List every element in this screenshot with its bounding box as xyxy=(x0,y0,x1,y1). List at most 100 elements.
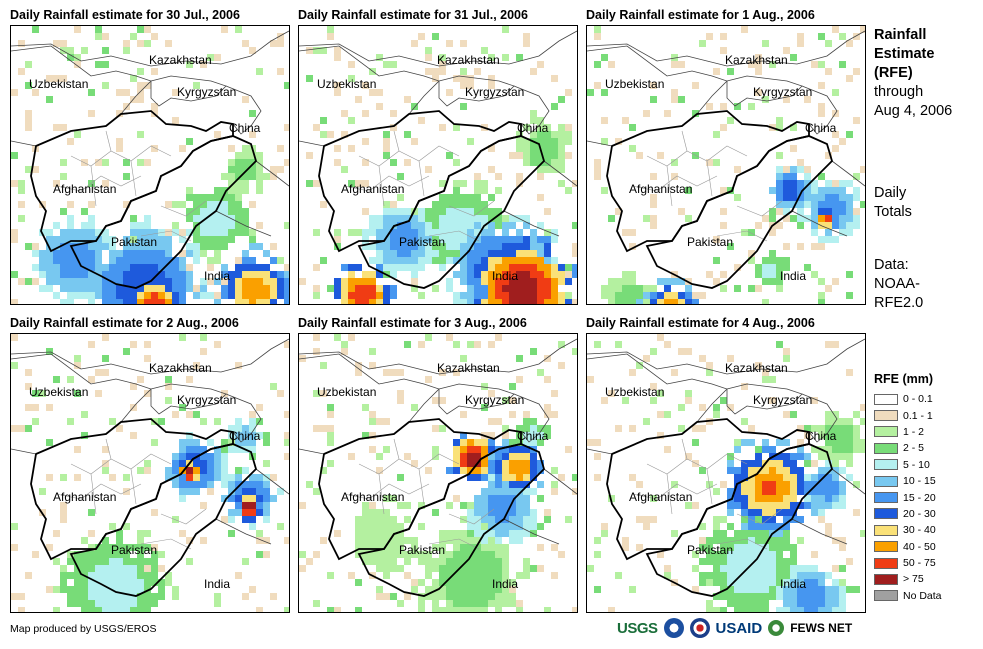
rfe-title: Rainfall Estimate (RFE) through Aug 4, 2… xyxy=(874,26,952,121)
country-label-pakistan: Pakistan xyxy=(111,543,157,557)
province-boundaries xyxy=(631,130,783,242)
legend-item: 15 - 20 xyxy=(874,489,942,505)
country-label-kazakhstan: Kazakhstan xyxy=(437,361,500,375)
legend-label: 20 - 30 xyxy=(903,507,936,520)
rainfall-raster xyxy=(11,26,289,304)
legend-item: 2 - 5 xyxy=(874,440,942,456)
focus-country-outline xyxy=(30,110,258,289)
country-label-pakistan: Pakistan xyxy=(399,543,445,557)
legend-swatch xyxy=(874,557,898,569)
through-date: Aug 4, 2006 xyxy=(874,103,953,119)
legend-item: No Data xyxy=(874,588,942,604)
panel-title: Daily Rainfall estimate for 3 Aug., 2006 xyxy=(298,316,527,330)
legend-label: 5 - 10 xyxy=(903,458,930,471)
legend-label: 1 - 2 xyxy=(903,425,925,438)
legend-item: > 75 xyxy=(874,571,942,587)
usaid-logo: USAID xyxy=(715,619,763,637)
legend-swatch xyxy=(874,590,898,602)
data-line2: NOAA- xyxy=(874,276,920,292)
province-boundaries xyxy=(343,130,495,242)
data-line1: Data: xyxy=(874,257,909,273)
focus-country-outline xyxy=(606,418,834,597)
country-label-china: China xyxy=(805,121,837,135)
usgs-logo: USGS xyxy=(617,619,658,637)
rainfall-raster xyxy=(11,334,289,612)
legend-item: 0 - 0.1 xyxy=(874,391,942,407)
panel-title: Daily Rainfall estimate for 4 Aug., 2006 xyxy=(586,316,815,330)
country-label-kyrgyzstan: Kyrgyzstan xyxy=(753,393,812,407)
legend-item: 10 - 15 xyxy=(874,473,942,489)
country-label-pakistan: Pakistan xyxy=(111,235,157,249)
legend-item: 0.1 - 1 xyxy=(874,407,942,423)
country-label-uzbekistan: Uzbekistan xyxy=(317,77,376,91)
country-label-india: India xyxy=(780,269,806,283)
country-label-pakistan: Pakistan xyxy=(687,235,733,249)
legend-label: 10 - 15 xyxy=(903,475,936,488)
country-label-kyrgyzstan: Kyrgyzstan xyxy=(753,85,812,99)
rainfall-raster xyxy=(299,334,577,612)
country-label-india: India xyxy=(492,577,518,591)
legend-swatch xyxy=(874,410,898,422)
panel-title: Daily Rainfall estimate for 1 Aug., 2006 xyxy=(586,8,815,22)
legend-swatch xyxy=(874,541,898,553)
country-label-kyrgyzstan: Kyrgyzstan xyxy=(465,85,524,99)
country-label-kazakhstan: Kazakhstan xyxy=(725,361,788,375)
legend-label: 50 - 75 xyxy=(903,557,936,570)
country-label-kazakhstan: Kazakhstan xyxy=(149,361,212,375)
legend-item: 50 - 75 xyxy=(874,555,942,571)
rainfall-map: Kazakhstan Uzbekistan Kyrgyzstan China Afgha… xyxy=(298,333,578,613)
country-label-uzbekistan: Uzbekistan xyxy=(29,77,88,91)
daily-totals: Daily Totals xyxy=(874,184,912,222)
title-line3: (RFE) xyxy=(874,65,913,81)
country-label-afghanistan: Afghanistan xyxy=(629,490,692,504)
legend-swatch xyxy=(874,426,898,438)
country-label-china: China xyxy=(517,121,549,135)
country-label-kyrgyzstan: Kyrgyzstan xyxy=(177,85,236,99)
noaa-logo-icon xyxy=(663,618,684,638)
province-boundaries xyxy=(631,438,783,550)
focus-country-outline xyxy=(30,418,258,597)
country-label-pakistan: Pakistan xyxy=(399,235,445,249)
legend-item: 40 - 50 xyxy=(874,539,942,555)
legend-label: 2 - 5 xyxy=(903,442,925,455)
country-label-kazakhstan: Kazakhstan xyxy=(725,53,788,67)
logo-strip: USGS USAID FEWS NET xyxy=(617,618,852,638)
through-text: through xyxy=(874,84,924,100)
country-label-pakistan: Pakistan xyxy=(687,543,733,557)
legend-item: 1 - 2 xyxy=(874,424,942,440)
focus-country-outline xyxy=(606,110,834,289)
country-label-china: China xyxy=(517,429,549,443)
country-label-afghanistan: Afghanistan xyxy=(341,490,404,504)
data-source: Data: NOAA- RFE2.0 xyxy=(874,256,923,313)
title-line2: Estimate xyxy=(874,46,935,62)
country-label-kyrgyzstan: Kyrgyzstan xyxy=(177,393,236,407)
country-boundaries xyxy=(299,338,577,545)
legend-swatch xyxy=(874,393,898,405)
focus-country-outline xyxy=(318,418,546,597)
rainfall-map-panel: Daily Rainfall estimate for 4 Aug., 2006… xyxy=(586,316,876,616)
country-label-china: China xyxy=(229,429,261,443)
country-label-uzbekistan: Uzbekistan xyxy=(317,385,376,399)
legend-label: No Data xyxy=(903,589,942,602)
fews-globe-icon xyxy=(768,620,785,636)
legend-swatch xyxy=(874,442,898,454)
country-label-kazakhstan: Kazakhstan xyxy=(437,53,500,67)
rainfall-map-panel: Daily Rainfall estimate for 31 Jul., 200… xyxy=(298,8,588,308)
panel-title: Daily Rainfall estimate for 31 Jul., 200… xyxy=(298,8,528,22)
legend-swatch xyxy=(874,524,898,536)
legend-item: 5 - 10 xyxy=(874,457,942,473)
legend-item: 30 - 40 xyxy=(874,522,942,538)
country-label-kazakhstan: Kazakhstan xyxy=(149,53,212,67)
legend-swatch xyxy=(874,508,898,520)
country-label-afghanistan: Afghanistan xyxy=(53,490,116,504)
legend-item: 20 - 30 xyxy=(874,506,942,522)
country-label-india: India xyxy=(780,577,806,591)
panel-title: Daily Rainfall estimate for 2 Aug., 2006 xyxy=(10,316,239,330)
rainfall-map-panel: Daily Rainfall estimate for 3 Aug., 2006… xyxy=(298,316,588,616)
country-label-uzbekistan: Uzbekistan xyxy=(29,385,88,399)
rainfall-raster xyxy=(299,26,577,304)
country-label-india: India xyxy=(204,269,230,283)
footer-credit: Map produced by USGS/EROS xyxy=(10,623,157,635)
country-label-china: China xyxy=(229,121,261,135)
legend-title: RFE (mm) xyxy=(874,372,934,386)
